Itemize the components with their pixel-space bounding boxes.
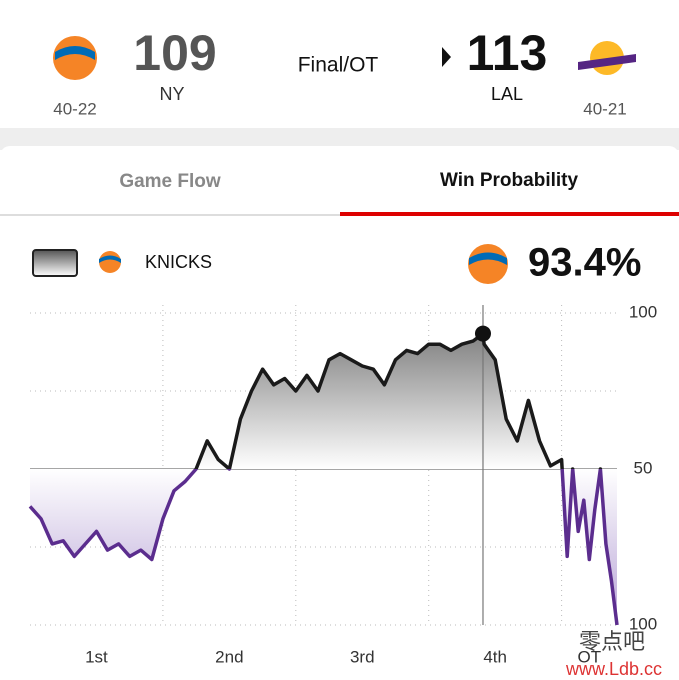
highlight-probability: 93.4% <box>528 241 641 285</box>
legend-logo <box>99 251 121 273</box>
tab[interactable]: Win Probability <box>440 170 579 191</box>
highlight-point <box>474 325 491 342</box>
y-tick-label: 100 <box>629 302 657 321</box>
x-tick-label: 2nd <box>215 647 243 666</box>
lakers-logo <box>578 41 636 75</box>
x-tick-label: 3rd <box>350 647 375 666</box>
knicks-logo <box>53 36 97 80</box>
tab[interactable]: Game Flow <box>119 171 221 192</box>
legend-swatch <box>32 249 78 277</box>
highlight-logo <box>468 244 508 284</box>
tab-bar <box>0 146 679 216</box>
x-tick-label: OT <box>578 647 602 666</box>
y-tick-label: 50 <box>634 458 653 477</box>
home-score: 113 <box>467 25 548 81</box>
away-abbr: NY <box>159 84 184 104</box>
away-record: 40-22 <box>53 99 96 118</box>
separator <box>0 128 679 150</box>
probability-area <box>30 333 617 625</box>
winner-arrow <box>442 47 451 67</box>
y-tick-label: 100 <box>629 614 657 633</box>
away-score: 109 <box>133 25 216 81</box>
home-record: 40-21 <box>583 99 626 118</box>
x-tick-label: 1st <box>85 647 108 666</box>
win-probability-chart: 1st 2nd 3rd 4th OT 100 50 100 <box>28 302 657 666</box>
legend-label: KNICKS <box>145 252 212 272</box>
active-tab-indicator <box>340 212 679 216</box>
watermark: 零点吧 <box>579 629 645 654</box>
game-status: Final/OT <box>298 54 379 77</box>
home-abbr: LAL <box>491 84 523 104</box>
watermark: www.Ldb.cc <box>565 659 662 679</box>
x-tick-label: 4th <box>483 647 507 666</box>
probability-line <box>28 331 619 626</box>
